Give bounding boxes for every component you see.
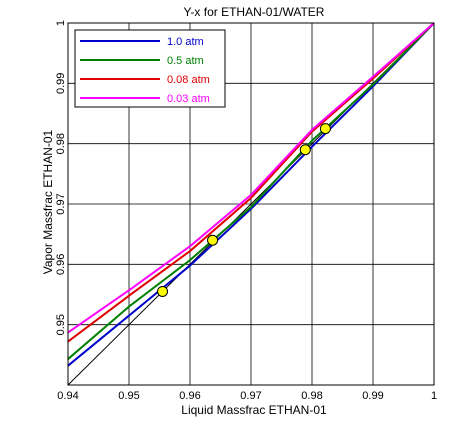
x-tick-label: 0.96 xyxy=(179,390,200,402)
x-tick-label: 1 xyxy=(431,390,437,402)
chart-title: Y-x for ETHAN-01/WATER xyxy=(184,5,325,19)
y-tick-label: 0.99 xyxy=(55,73,67,94)
legend-label: 0.5 atm xyxy=(167,55,204,67)
azeotrope-marker xyxy=(207,234,219,246)
series-line xyxy=(67,22,435,334)
y-tick-label: 0.98 xyxy=(55,133,67,154)
legend: 1.0 atm 0.5 atm 0.08 atm 0.03 atm xyxy=(74,29,226,108)
series-line xyxy=(67,22,435,367)
azeotrope-marker xyxy=(299,144,311,156)
azeotrope-marker xyxy=(319,123,331,135)
x-tick-label: 0.97 xyxy=(240,390,261,402)
x-axis-label: Liquid Massfrac ETHAN-01 xyxy=(181,403,327,417)
series-line xyxy=(67,22,435,360)
y-axis-label: Vapor Massfrac ETHAN-01 xyxy=(41,129,55,274)
y-tick-label: 0.96 xyxy=(55,254,67,275)
y-tick-label: 0.97 xyxy=(55,193,67,214)
tick-labels: 0.94 0.95 0.96 0.97 0.98 0.99 1 0.95 0.96 0.97 0.9… xyxy=(55,20,437,402)
y-tick-label: 1 xyxy=(55,20,67,26)
legend-box xyxy=(74,29,226,108)
series-line xyxy=(67,22,435,343)
x-tick-label: 0.94 xyxy=(57,390,78,402)
series-lines xyxy=(67,22,435,367)
legend-label: 1.0 atm xyxy=(167,36,204,48)
azeotrope-markers xyxy=(157,123,331,297)
legend-label: 0.08 atm xyxy=(167,74,210,86)
x-tick-label: 0.98 xyxy=(301,390,322,402)
x-tick-label: 0.95 xyxy=(118,390,139,402)
x-tick-label: 0.99 xyxy=(362,390,383,402)
legend-label: 0.03 atm xyxy=(167,93,210,105)
plot-frame xyxy=(67,22,435,386)
y-tick-label: 0.95 xyxy=(55,314,67,335)
azeotrope-marker xyxy=(157,285,169,297)
